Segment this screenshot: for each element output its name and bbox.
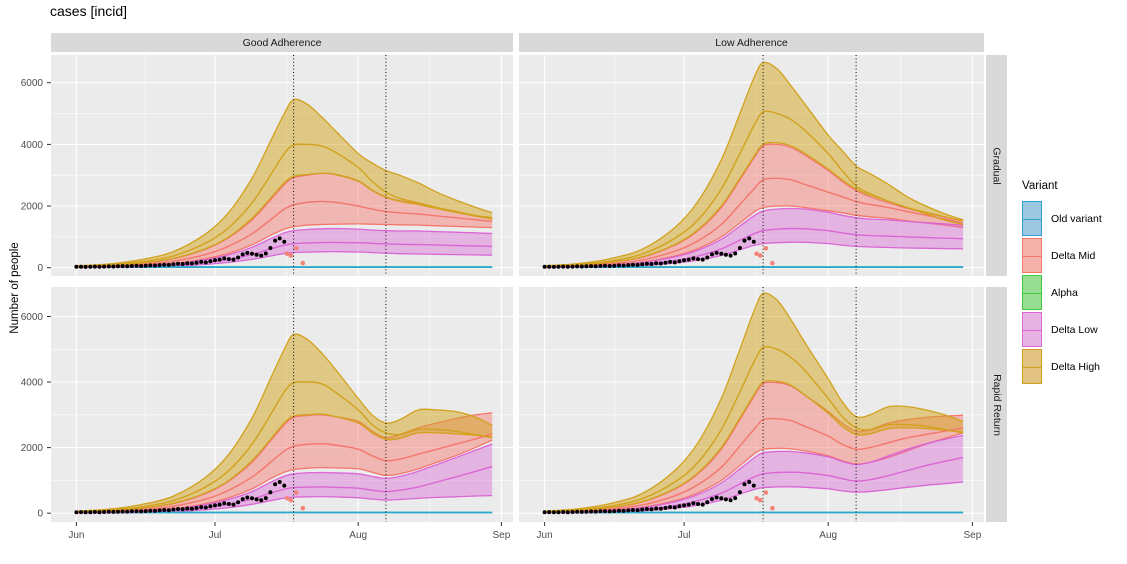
svg-text:0: 0 [37, 263, 43, 274]
legend-item-label: Alpha [1051, 286, 1078, 299]
svg-text:Sep: Sep [964, 530, 982, 541]
facet-strip-rapid-return: Rapid Return [986, 287, 1007, 522]
svg-text:Aug: Aug [819, 530, 837, 541]
panel-good-adherence-gradual: 0 2000 4000 6000 [21, 55, 513, 276]
svg-text:6000: 6000 [21, 312, 44, 323]
svg-text:Aug: Aug [349, 530, 367, 541]
panel-low-adherence-gradual [519, 55, 984, 276]
panel-good-adherence-rapid-return: 0 2000 4000 6000 Jun Jul Aug Sep [21, 287, 513, 541]
legend-key-line [1023, 366, 1041, 368]
svg-text:Jul: Jul [678, 530, 691, 541]
legend-key-swatch [1022, 201, 1042, 236]
legend-key-swatch [1022, 349, 1042, 384]
legend-item-old-variant: Old variant [1022, 201, 1102, 236]
svg-text:Jun: Jun [537, 530, 553, 541]
svg-text:Jul: Jul [209, 530, 222, 541]
facet-strip-label: Good Adherence [242, 36, 322, 49]
facet-strip-good-adherence: Good Adherence [51, 33, 513, 52]
y-axis-label: Number of people [9, 242, 21, 334]
legend-item-alpha: Alpha [1022, 275, 1102, 310]
panel-low-adherence-rapid-return: Jun Jul Aug Sep [519, 287, 984, 541]
legend-item-delta-mid: Delta Mid [1022, 238, 1102, 273]
facet-strip-gradual: Gradual [986, 55, 1007, 276]
legend: Variant Old variant Delta Mid Alpha Delta L… [1022, 180, 1102, 386]
facet-strip-label: Rapid Return [990, 373, 1003, 436]
svg-text:2000: 2000 [21, 201, 44, 212]
svg-text:Sep: Sep [493, 530, 511, 541]
legend-key-line [1023, 218, 1041, 220]
legend-key-line [1023, 255, 1041, 257]
facet-strip-label: Gradual [990, 146, 1003, 185]
legend-item-label: Old variant [1051, 212, 1102, 225]
svg-text:0: 0 [37, 509, 43, 520]
svg-text:6000: 6000 [21, 78, 44, 89]
svg-text:2000: 2000 [21, 443, 44, 454]
legend-key-swatch [1022, 275, 1042, 310]
legend-key-line [1023, 292, 1041, 294]
legend-items: Old variant Delta Mid Alpha Delta Low Delta … [1022, 201, 1102, 384]
facet-strip-low-adherence: Low Adherence [519, 33, 984, 52]
legend-item-label: Delta High [1051, 360, 1101, 373]
svg-text:4000: 4000 [21, 140, 44, 151]
legend-item-label: Delta Mid [1051, 249, 1096, 262]
legend-key-swatch [1022, 238, 1042, 273]
legend-key-line [1023, 329, 1041, 331]
legend-item-delta-low: Delta Low [1022, 312, 1102, 347]
legend-item-label: Delta Low [1051, 323, 1098, 336]
plot-title: cases [incid] [50, 3, 128, 19]
svg-text:4000: 4000 [21, 377, 44, 388]
legend-item-delta-high: Delta High [1022, 349, 1102, 384]
legend-title: Variant [1022, 180, 1058, 192]
svg-text:Jun: Jun [68, 530, 84, 541]
facet-strip-label: Low Adherence [715, 36, 788, 49]
legend-key-swatch [1022, 312, 1042, 347]
